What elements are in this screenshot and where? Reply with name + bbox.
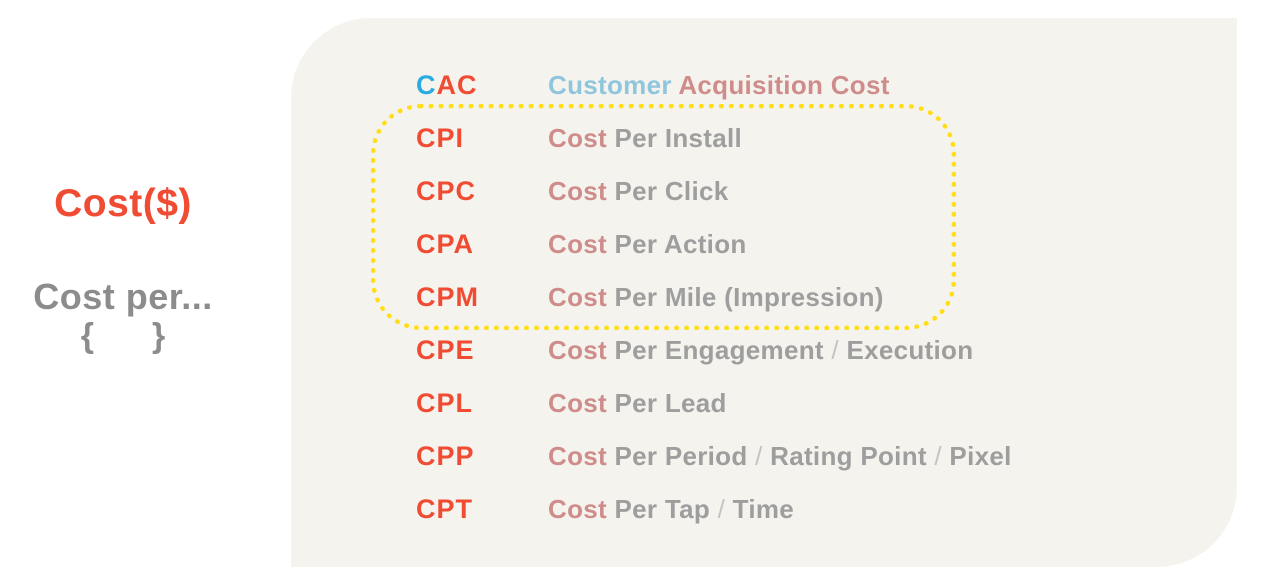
text-part-rose: Cost bbox=[548, 388, 615, 418]
brace-open: { bbox=[80, 316, 94, 355]
text-part-slash: / bbox=[823, 335, 847, 365]
definition-label: Cost Per Tap / Time bbox=[548, 494, 794, 525]
definition-label: Cost Per Click bbox=[548, 176, 729, 207]
definition-label: Cost Per Lead bbox=[548, 388, 727, 419]
text-part-gray: Per Engagement bbox=[614, 335, 824, 365]
text-part-rose: Cost bbox=[548, 494, 615, 524]
glossary-row-cpc: CPC Cost Per Click bbox=[416, 165, 1012, 218]
definition-label: Cost Per Period / Rating Point / Pixel bbox=[548, 441, 1012, 472]
text-part-red: CPC bbox=[416, 176, 477, 206]
cost-per-label: Cost per... bbox=[33, 275, 213, 317]
text-part-red: CPP bbox=[416, 441, 475, 471]
glossary-row-cpm: CPM Cost Per Mile (Impression) bbox=[416, 271, 1012, 324]
text-part-gray: Rating Point bbox=[770, 441, 927, 471]
acronym-label: CPT bbox=[416, 494, 548, 525]
acronym-label: CPA bbox=[416, 229, 548, 260]
acronym-label: CPE bbox=[416, 335, 548, 366]
text-part-gray: Per Period bbox=[614, 441, 748, 471]
text-part-rose: Cost bbox=[548, 229, 615, 259]
glossary-row-cpi: CPI Cost Per Install bbox=[416, 112, 1012, 165]
acronym-label: CAC bbox=[416, 70, 548, 101]
glossary-row-cac: CAC Customer Acquisition Cost bbox=[416, 59, 1012, 112]
text-part-rose: Cost bbox=[548, 282, 615, 312]
acronym-label: CPP bbox=[416, 441, 548, 472]
definition-label: Cost Per Engagement / Execution bbox=[548, 335, 973, 366]
definition-label: Cost Per Install bbox=[548, 123, 742, 154]
text-part-rose: Cost bbox=[548, 441, 615, 471]
text-part-red: CPT bbox=[416, 494, 473, 524]
text-part-gray: Time bbox=[732, 494, 795, 524]
glossary-list: CAC Customer Acquisition Cost CPI Cost Per … bbox=[416, 59, 1012, 536]
text-part-red: CPE bbox=[416, 335, 475, 365]
glossary-row-cpl: CPL Cost Per Lead bbox=[416, 377, 1012, 430]
text-part-blue: C bbox=[416, 70, 437, 100]
glossary-row-cpp: CPP Cost Per Period / Rating Point / Pixe… bbox=[416, 430, 1012, 483]
acronym-label: CPC bbox=[416, 176, 548, 207]
text-part-gray: Pixel bbox=[949, 441, 1012, 471]
definition-label: Cost Per Action bbox=[548, 229, 747, 260]
text-part-red: CPM bbox=[416, 282, 479, 312]
text-part-rose: Cost bbox=[548, 335, 615, 365]
text-part-rose: Acquisition Cost bbox=[678, 70, 890, 100]
text-part-gray: Per Mile (Impression) bbox=[614, 282, 884, 312]
text-part-gray: Per Lead bbox=[614, 388, 727, 418]
glossary-row-cpa: CPA Cost Per Action bbox=[416, 218, 1012, 271]
acronym-label: CPM bbox=[416, 282, 548, 313]
text-part-red: CPL bbox=[416, 388, 473, 418]
text-part-gray: Per Action bbox=[614, 229, 747, 259]
text-part-slash: / bbox=[926, 441, 950, 471]
text-part-gray: Per Click bbox=[614, 176, 729, 206]
text-part-red: CPA bbox=[416, 229, 475, 259]
text-part-gray: Execution bbox=[846, 335, 974, 365]
text-part-gray: Per Install bbox=[614, 123, 743, 153]
text-part-rose: Cost bbox=[548, 176, 615, 206]
braces-placeholder: { } bbox=[0, 319, 246, 353]
cost-title: Cost($) bbox=[54, 182, 192, 225]
text-part-slash: / bbox=[747, 441, 771, 471]
text-part-rose: Cost bbox=[548, 123, 615, 153]
definition-label: Cost Per Mile (Impression) bbox=[548, 282, 884, 313]
glossary-row-cpt: CPT Cost Per Tap / Time bbox=[416, 483, 1012, 536]
acronym-label: CPL bbox=[416, 388, 548, 419]
left-label-block: Cost($) Cost per... { } bbox=[0, 182, 246, 353]
definition-label: Customer Acquisition Cost bbox=[548, 70, 890, 101]
text-part-red: CPI bbox=[416, 123, 465, 153]
brace-close: } bbox=[152, 316, 166, 355]
text-part-slash: / bbox=[710, 494, 733, 524]
glossary-panel: CAC Customer Acquisition Cost CPI Cost Per … bbox=[291, 18, 1237, 567]
text-part-gray: Per Tap bbox=[614, 494, 711, 524]
glossary-row-cpe: CPE Cost Per Engagement / Execution bbox=[416, 324, 1012, 377]
acronym-label: CPI bbox=[416, 123, 548, 154]
text-part-red: AC bbox=[436, 70, 478, 100]
text-part-lightblue: Customer bbox=[548, 70, 679, 100]
